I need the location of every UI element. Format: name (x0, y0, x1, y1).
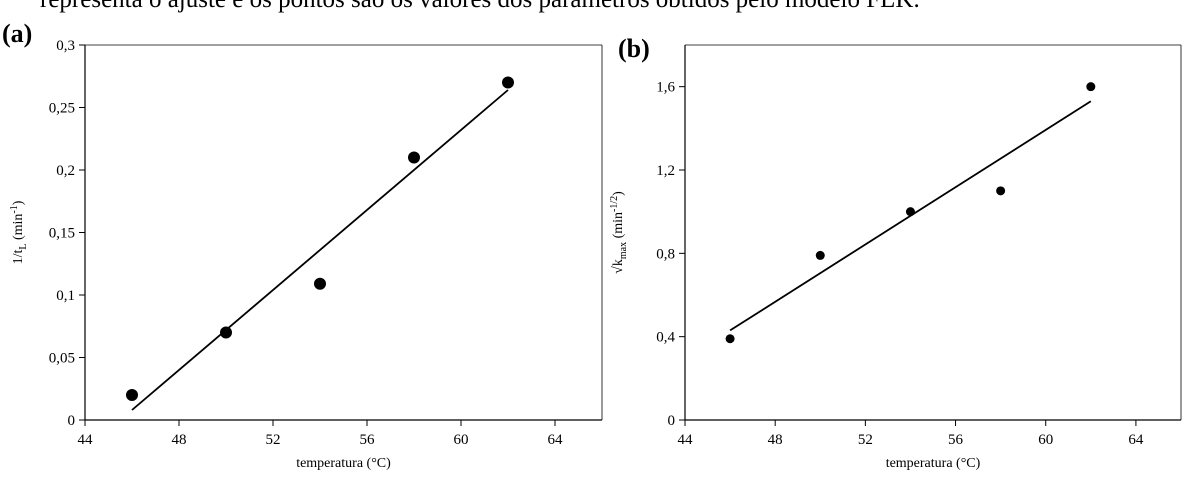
x-tick-label: 52 (858, 432, 873, 448)
y-tick-label: 0,05 (49, 351, 75, 367)
y-tick-label: 0,3 (56, 38, 75, 54)
x-tick-label: 64 (548, 432, 564, 448)
y-tick-label: 0,25 (49, 101, 75, 117)
x-axis-title: temperatura (°C) (886, 456, 981, 471)
y-axis-title: 1/tL (min-1) (9, 200, 29, 264)
data-point (815, 250, 825, 260)
x-tick-label: 44 (678, 432, 694, 448)
x-tick-label: 52 (266, 432, 281, 448)
x-tick-label: 44 (78, 432, 94, 448)
y-axis-title: √kmax (min-1/2) (609, 191, 629, 274)
fit-line (131, 89, 509, 411)
y-tick-label: 1,2 (656, 163, 675, 179)
data-point (725, 334, 735, 344)
x-tick-label: 56 (360, 432, 376, 448)
chart-panel-1: (a) 44 48 52 56 60 64 0 0,05 0,1 0,15 0,2 0,25 0,3 tem… (2, 19, 603, 471)
data-point (1086, 82, 1096, 92)
chart-panel-2: (b) 44 48 52 56 60 64 0 0,4 0,8 1,2 1,6 temperatura … (609, 34, 1182, 471)
data-point (314, 277, 326, 290)
x-tick-label: 60 (454, 432, 469, 448)
data-point (220, 326, 232, 339)
x-tick-label: 56 (948, 432, 964, 448)
y-tick-label: 0,8 (656, 246, 675, 262)
y-tick-label: 0,1 (56, 288, 75, 304)
data-point (905, 207, 915, 217)
y-tick-label: 0 (668, 413, 676, 429)
x-tick-label: 64 (1128, 432, 1144, 448)
y-tick-label: 0,15 (49, 226, 75, 242)
caption-fragment: representa o ajuste e os pontos são os v… (40, 0, 1185, 14)
data-point (408, 151, 420, 164)
data-point (126, 389, 138, 401)
x-axis-title: temperatura (°C) (296, 456, 391, 471)
data-point (996, 186, 1006, 196)
x-tick-label: 60 (1038, 432, 1053, 448)
y-tick-label: 1,6 (656, 80, 675, 96)
panel-label: (a) (2, 19, 32, 48)
y-tick-label: 0 (68, 413, 76, 429)
panel-label: (b) (618, 34, 650, 63)
data-point (502, 76, 514, 89)
y-tick-label: 0,2 (56, 163, 75, 179)
x-tick-label: 48 (768, 432, 783, 448)
y-tick-label: 0,4 (656, 330, 675, 346)
x-tick-label: 48 (172, 432, 187, 448)
